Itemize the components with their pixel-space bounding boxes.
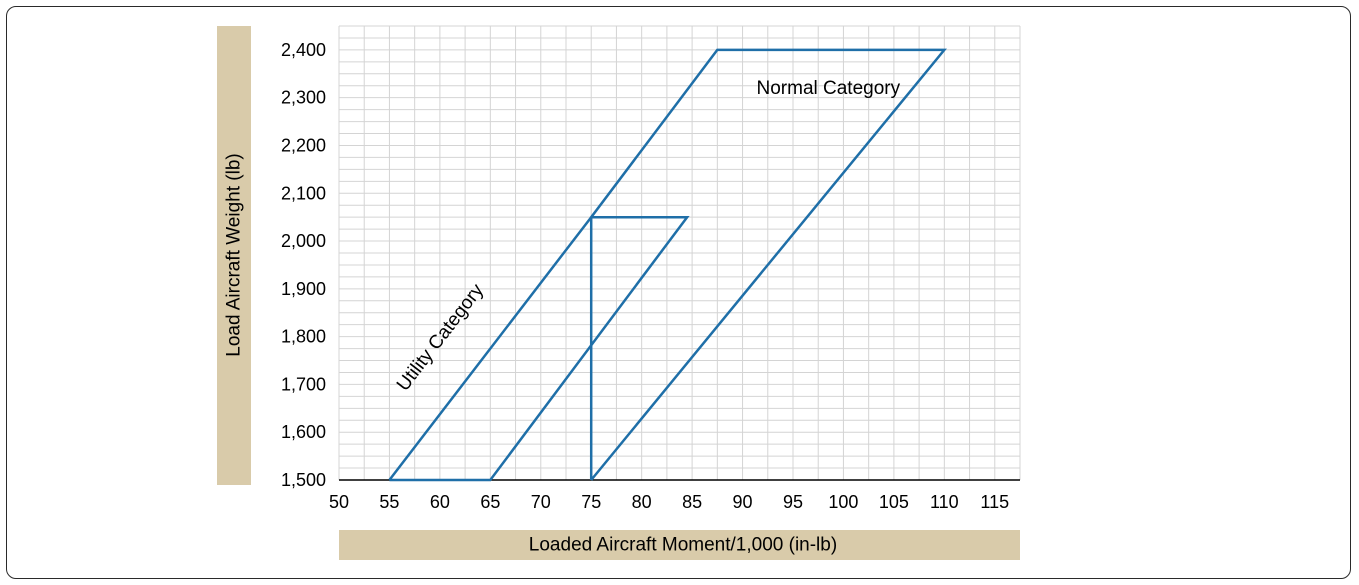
x-tick-label: 115 — [980, 492, 1009, 512]
y-axis-label: Load Aircraft Weight (lb) — [224, 153, 245, 356]
x-tick-label: 95 — [783, 492, 803, 512]
y-tick-label: 1,800 — [281, 327, 326, 347]
x-tick-label: 105 — [879, 492, 909, 512]
y-tick-label: 2,000 — [281, 231, 326, 251]
y-tick-label: 1,600 — [281, 422, 326, 442]
y-axis-band — [217, 26, 251, 485]
y-tick-label: 2,400 — [281, 40, 326, 60]
series-normal-category — [589, 48, 947, 481]
x-tick-label: 110 — [930, 492, 959, 512]
y-tick-label: 1,900 — [281, 279, 326, 299]
x-tick-label: 85 — [682, 492, 702, 512]
series-utility-category — [388, 215, 690, 482]
y-tick-label: 2,100 — [281, 183, 326, 203]
x-tick-label: 65 — [480, 492, 500, 512]
y-tick-label: 1,700 — [281, 374, 326, 394]
x-tick-label: 70 — [531, 492, 551, 512]
series-group — [388, 48, 947, 482]
x-axis-band — [339, 530, 1020, 560]
x-tick-label: 60 — [430, 492, 450, 512]
annotation-normal-category: Normal Category — [757, 78, 901, 99]
chart-frame — [6, 6, 1351, 579]
y-tick-label: 2,300 — [281, 88, 326, 108]
x-tick-label: 80 — [632, 492, 652, 512]
x-tick-labels: 50 55 60 65 70 75 80 85 90 95 100 105 110 115 — [329, 492, 1009, 512]
x-tick-label: 75 — [581, 492, 601, 512]
grid — [338, 25, 1021, 481]
x-tick-label: 50 — [329, 492, 349, 512]
y-tick-label: 1,500 — [281, 470, 326, 490]
x-tick-label: 90 — [733, 492, 753, 512]
x-tick-label: 100 — [828, 492, 858, 512]
y-tick-labels: 1,500 1,600 1,700 1,800 1,900 2,000 2,100 2,200… — [281, 40, 326, 490]
y-tick-label: 2,200 — [281, 135, 326, 155]
x-tick-label: 55 — [379, 492, 399, 512]
x-axis-label: Loaded Aircraft Moment/1,000 (in-lb) — [529, 535, 837, 556]
